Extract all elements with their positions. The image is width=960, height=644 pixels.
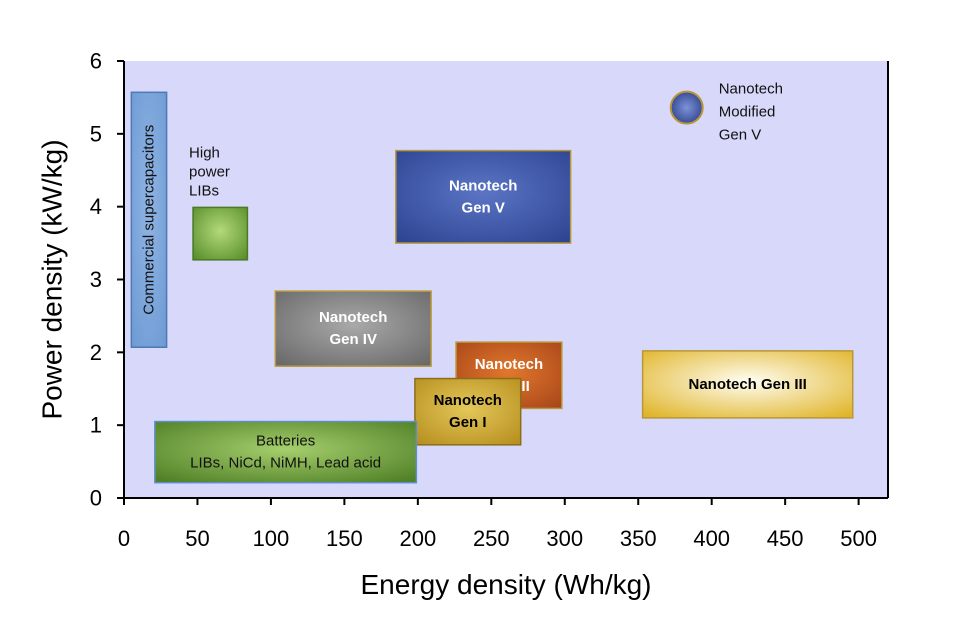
x-tick-label: 250 <box>473 526 510 551</box>
high-power-libs-label-line: LIBs <box>189 182 219 199</box>
nanotech-modified-gen-v-label-line: Nanotech <box>719 81 783 98</box>
x-tick-label: 0 <box>118 526 130 551</box>
commercial-supercapacitors-region: Commercial supercapacitors <box>130 91 168 348</box>
nanotech-gen-v-label-line: Gen V <box>462 199 505 216</box>
commercial-supercapacitors-box <box>130 91 168 348</box>
y-tick-label: 5 <box>90 121 102 146</box>
chart-marks: Commercial supercapacitors High power LIBs N… <box>130 81 854 484</box>
x-tick-label: 50 <box>185 526 209 551</box>
high-power-libs-box <box>192 206 249 261</box>
x-axis-title: Energy density (Wh/kg) <box>361 569 652 600</box>
x-tick-label: 150 <box>326 526 363 551</box>
y-tick-label: 6 <box>90 49 102 74</box>
high-power-libs-label-line: High <box>189 144 220 161</box>
nanotech-gen-i-label-line: Gen I <box>449 414 487 431</box>
batteries-label-line: LIBs, NiCd, NiMH, Lead acid <box>190 455 381 472</box>
y-tick-label: 3 <box>90 267 102 292</box>
nanotech-gen-i-box <box>414 377 522 446</box>
commercial-supercapacitors-label: Commercial supercapacitors <box>140 125 157 315</box>
nanotech-gen-i-region: Nanotech Gen I <box>414 377 522 446</box>
nanotech-gen-iii-box <box>641 350 854 419</box>
y-axis-title: Power density (kW/kg) <box>37 139 68 419</box>
nanotech-gen-i-label-line: Nanotech <box>434 392 502 409</box>
nanotech-gen-v-box <box>395 149 572 244</box>
x-tick-label: 300 <box>546 526 583 551</box>
nanotech-gen-v-region: Nanotech Gen V <box>395 149 572 244</box>
nanotech-gen-iii-region: Nanotech Gen III <box>641 350 854 419</box>
y-tick-label: 0 <box>90 486 102 511</box>
nanotech-modified-gen-v-point-group: Nanotech Modified Gen V <box>669 81 783 144</box>
high-power-libs-region: High power LIBs <box>189 144 249 261</box>
y-tick-label: 2 <box>90 340 102 365</box>
nanotech-modified-gen-v-label-line: Gen V <box>719 127 762 144</box>
nanotech-gen-iv-box <box>274 290 432 367</box>
y-tick-label: 4 <box>90 194 102 219</box>
x-tick-label: 500 <box>840 526 877 551</box>
nanotech-modified-gen-v-label-line: Modified <box>719 104 776 121</box>
nanotech-gen-iv-region: Nanotech Gen IV <box>274 290 432 367</box>
x-tick-label: 100 <box>253 526 290 551</box>
x-tick-label: 400 <box>693 526 730 551</box>
batteries-region: Batteries LIBs, NiCd, NiMH, Lead acid <box>154 420 418 484</box>
high-power-libs-label-line: power <box>189 163 230 180</box>
x-tick-label: 450 <box>767 526 804 551</box>
nanotech-modified-gen-v-point <box>669 90 704 125</box>
x-tick-label: 350 <box>620 526 657 551</box>
batteries-label-line: Batteries <box>256 433 315 450</box>
y-tick-label: 1 <box>90 413 102 438</box>
batteries-box <box>154 420 418 484</box>
nanotech-gen-iv-label-line: Gen IV <box>329 331 377 348</box>
nanotech-gen-iii-label-line: Nanotech Gen III <box>689 376 807 393</box>
x-tick-label: 200 <box>399 526 436 551</box>
nanotech-gen-ii-label-line: Nanotech <box>475 356 543 373</box>
nanotech-gen-iv-label-line: Nanotech <box>319 309 387 326</box>
axes: 0 50 100 150 200 250 300 350 400 450 500 0 1 2 3 4 5 6 <box>90 49 889 551</box>
nanotech-gen-v-label-line: Nanotech <box>449 177 517 194</box>
